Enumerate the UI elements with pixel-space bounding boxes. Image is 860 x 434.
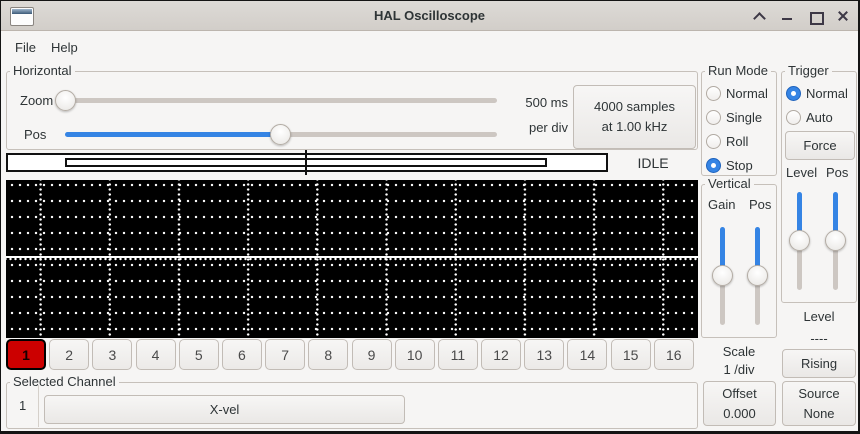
trigger-group: Trigger Normal Auto Force Level Pos — [781, 63, 857, 303]
channel-name-label: X-vel — [209, 401, 240, 417]
radio-label: Stop — [726, 157, 753, 173]
edge-label: Rising — [800, 355, 838, 371]
titlebar[interactable]: HAL Oscilloscope — [1, 1, 858, 31]
channel-name-button[interactable]: X-vel — [44, 395, 405, 424]
time-per-div-unit: per div — [528, 120, 568, 135]
radio-label: Normal — [726, 85, 768, 101]
edge-button[interactable]: Rising — [782, 349, 856, 378]
channel-button-11[interactable]: 11 — [437, 339, 478, 370]
samples-line: 4000 samples — [594, 99, 675, 114]
radio-label: Single — [726, 109, 763, 125]
force-label: Force — [803, 137, 837, 153]
window-icon — [10, 7, 34, 26]
offset-value: 0.000 — [723, 405, 756, 421]
channel-button-2[interactable]: 2 — [49, 339, 90, 370]
rate-line: at 1.00 kHz — [601, 119, 668, 134]
channel-button-5[interactable]: 5 — [178, 339, 219, 370]
scale-caption: Scale — [722, 344, 756, 359]
channel-button-4[interactable]: 4 — [135, 339, 176, 370]
source-button[interactable]: Source None — [782, 381, 856, 426]
zoom-slider-handle[interactable] — [55, 90, 76, 111]
trigger-level-caption: Level — [803, 309, 835, 324]
menubar: File Help — [1, 32, 858, 59]
radio-icon — [706, 85, 721, 101]
radio-icon — [706, 157, 721, 173]
offset-label: Offset — [722, 385, 757, 401]
trigger-radio-normal[interactable]: Normal — [786, 81, 855, 105]
channel-button-14[interactable]: 14 — [567, 339, 608, 370]
horizontal-group: Horizontal Zoom Pos 500 ms per div 4000 … — [6, 63, 698, 150]
minimize-icon[interactable] — [780, 9, 794, 23]
force-button[interactable]: Force — [785, 131, 855, 160]
trigger-pos-slider-handle[interactable] — [825, 230, 846, 251]
vertical-group: Vertical Gain Pos — [701, 176, 777, 338]
channel-button-13[interactable]: 13 — [524, 339, 565, 370]
source-label: Source — [798, 385, 840, 401]
radio-icon — [786, 109, 801, 125]
horizontal-group-label: Horizontal — [10, 63, 75, 78]
channel-button-1[interactable]: 1 — [6, 339, 46, 370]
trigger-pos-slider-label: Pos — [826, 165, 849, 180]
maximize-icon[interactable] — [808, 9, 824, 25]
source-value: None — [803, 405, 835, 421]
channel-button-12[interactable]: 12 — [481, 339, 522, 370]
zoom-slider-label: Zoom — [20, 93, 54, 108]
trigger-radio-auto[interactable]: Auto — [786, 105, 855, 129]
selected-channel-number: 1 — [19, 398, 27, 413]
trigger-position-marker — [305, 150, 307, 175]
run-mode-options: Normal Single Roll Stop — [706, 81, 775, 177]
trigger-level-slider-handle[interactable] — [789, 230, 810, 251]
pos-slider-label: Pos — [24, 127, 47, 142]
run-mode-radio-stop[interactable]: Stop — [706, 153, 775, 177]
window-title: HAL Oscilloscope — [373, 8, 485, 23]
run-mode-radio-normal[interactable]: Normal — [706, 81, 775, 105]
channel-button-3[interactable]: 3 — [92, 339, 133, 370]
gain-slider-label: Gain — [708, 197, 736, 212]
shade-icon[interactable] — [752, 9, 766, 23]
radio-label: Normal — [806, 85, 848, 101]
radio-label: Auto — [806, 109, 833, 125]
selected-channel-group: Selected Channel 1 X-vel — [6, 374, 698, 429]
horizontal-pos-slider-handle[interactable] — [270, 124, 291, 145]
trigger-group-label: Trigger — [785, 63, 832, 78]
radio-icon — [706, 109, 721, 125]
run-mode-group: Run Mode Normal Single Roll Stop — [701, 63, 777, 177]
run-mode-radio-roll[interactable]: Roll — [706, 129, 775, 153]
time-per-div-value: 500 ms — [525, 95, 568, 110]
zoom-slider[interactable] — [65, 98, 497, 103]
vertical-pos-slider-handle[interactable] — [747, 265, 768, 286]
trigger-options: Normal Auto — [786, 81, 855, 129]
channel-button-8[interactable]: 8 — [308, 339, 349, 370]
status-badge: IDLE — [637, 155, 669, 171]
radio-label: Roll — [726, 133, 749, 149]
close-icon[interactable] — [836, 9, 850, 23]
time-per-div: 500 ms per div — [452, 90, 568, 140]
channel-button-9[interactable]: 9 — [351, 339, 392, 370]
vertical-group-label: Vertical — [705, 176, 754, 191]
channel-button-16[interactable]: 16 — [653, 339, 694, 370]
run-mode-group-label: Run Mode — [705, 63, 771, 78]
channel-button-7[interactable]: 7 — [265, 339, 306, 370]
menu-file[interactable]: File — [15, 40, 36, 55]
channel-row: 1 2 3 4 5 6 7 8 9 10 11 12 13 14 15 16 — [6, 339, 694, 370]
selected-channel-group-label: Selected Channel — [10, 374, 119, 389]
trigger-level-value: ---- — [810, 331, 828, 346]
run-mode-radio-single[interactable]: Single — [706, 105, 775, 129]
radio-icon — [786, 85, 801, 101]
vertical-pos-slider-label: Pos — [749, 197, 772, 212]
scope-display[interactable] — [6, 180, 698, 338]
channel-button-10[interactable]: 10 — [394, 339, 435, 370]
channel-button-15[interactable]: 15 — [610, 339, 651, 370]
offset-button[interactable]: Offset 0.000 — [703, 381, 776, 426]
scale-value: 1 /div — [723, 362, 755, 377]
trigger-level-slider-label: Level — [786, 165, 818, 180]
radio-icon — [706, 133, 721, 149]
gain-slider-handle[interactable] — [712, 265, 733, 286]
channel-button-6[interactable]: 6 — [221, 339, 262, 370]
menu-help[interactable]: Help — [51, 40, 78, 55]
samples-rate-button[interactable]: 4000 samples at 1.00 kHz — [573, 85, 696, 149]
divider — [38, 385, 39, 427]
